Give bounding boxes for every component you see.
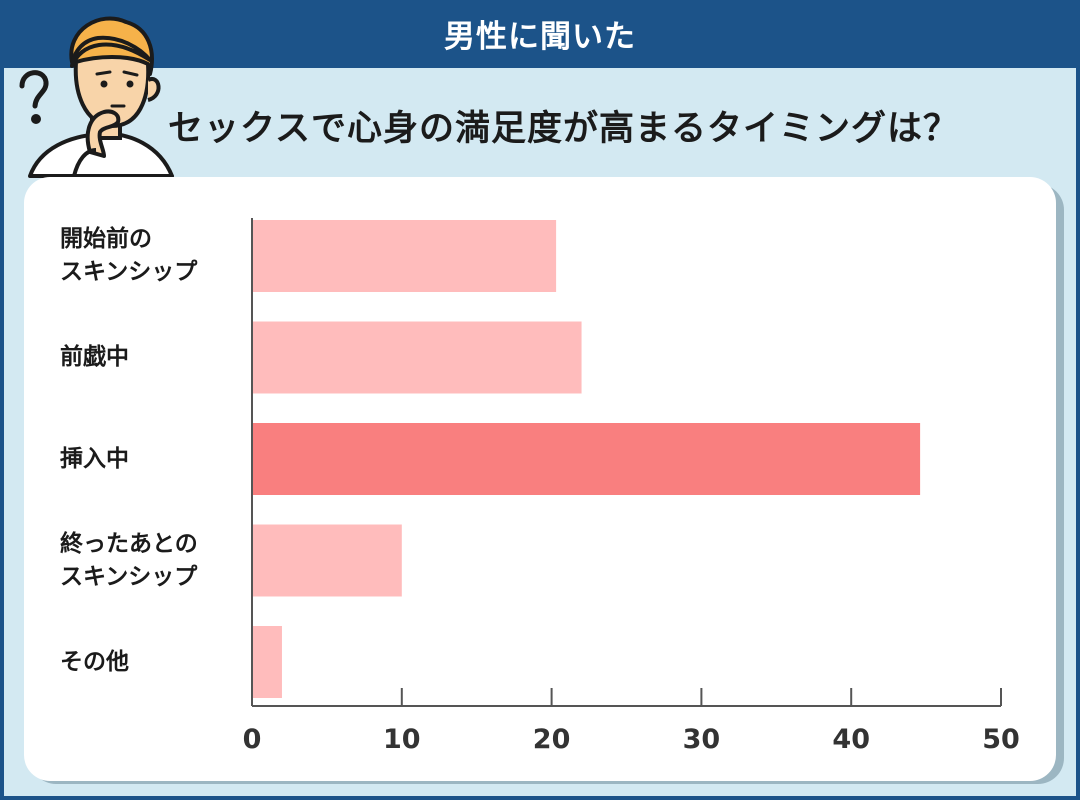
header-bar: 男性に聞いた bbox=[0, 0, 1080, 68]
x-tick-label-50: 50 bbox=[982, 724, 1020, 755]
bar-2 bbox=[252, 423, 921, 495]
bar-3 bbox=[252, 524, 402, 597]
x-tick-label-40: 40 bbox=[832, 724, 870, 755]
thinking-man-illustration bbox=[19, 16, 174, 178]
category-label-line: 終ったあとの bbox=[60, 530, 198, 557]
x-tick-label-20: 20 bbox=[533, 724, 571, 755]
category-label-line: 前戯中 bbox=[60, 344, 129, 370]
bar-1 bbox=[252, 321, 582, 394]
x-tick-label-30: 30 bbox=[683, 724, 721, 755]
category-label-1: 前戯中 bbox=[60, 322, 250, 394]
category-label-3: 終ったあとの スキンシップ bbox=[60, 525, 250, 597]
bar-0 bbox=[252, 220, 557, 292]
header-title: 男性に聞いた bbox=[444, 18, 636, 55]
category-label-line: 挿入中 bbox=[60, 445, 129, 472]
category-label-4: その他 bbox=[60, 626, 250, 698]
x-tick-label-10: 10 bbox=[383, 724, 421, 755]
question-title: セックスで心身の満足度が高まるタイミングは？ bbox=[168, 109, 959, 149]
question-mark-icon bbox=[19, 70, 49, 124]
category-label-line: スキンシップ bbox=[60, 259, 198, 285]
category-label-0: 開始前のスキンシップ bbox=[60, 220, 250, 292]
bar-4 bbox=[252, 626, 282, 698]
category-label-line: その他 bbox=[60, 648, 129, 675]
category-label-line: 開始前の bbox=[60, 226, 152, 252]
category-label-line: スキンシップ bbox=[60, 563, 198, 590]
x-tick-label-0: 0 bbox=[243, 724, 262, 755]
category-label-2: 挿入中 bbox=[60, 423, 250, 495]
